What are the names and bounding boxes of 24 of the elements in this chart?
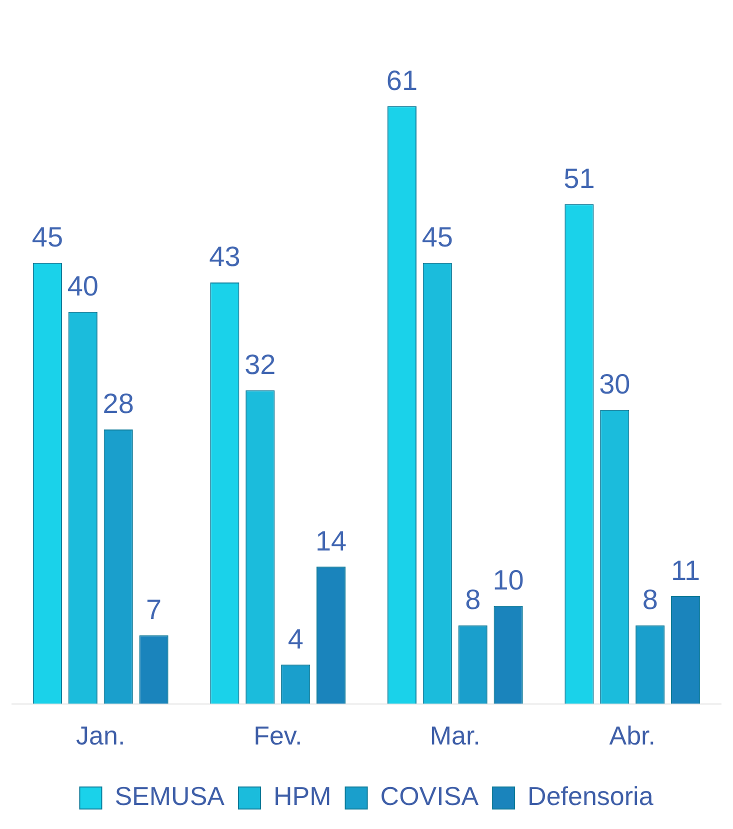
data-label: 7 xyxy=(146,594,162,625)
data-label: 51 xyxy=(564,162,595,194)
data-label: 43 xyxy=(209,241,240,272)
data-label: 10 xyxy=(492,564,524,596)
x-tick-label: Mar. xyxy=(430,720,480,751)
x-tick-label: Fev. xyxy=(254,720,302,751)
data-label: 4 xyxy=(288,623,304,654)
legend-label: SEMUSA xyxy=(114,781,226,812)
data-label: 30 xyxy=(599,368,630,400)
data-label: 11 xyxy=(671,554,700,586)
x-tick-label: Abr. xyxy=(609,720,656,751)
legend-label: Defensoria xyxy=(528,781,654,812)
data-label: 32 xyxy=(244,349,276,380)
data-label: 8 xyxy=(465,584,481,616)
data-label: 14 xyxy=(315,525,347,556)
data-label: 28 xyxy=(102,388,134,420)
data-label: 8 xyxy=(642,584,658,616)
x-tick-label: Jan. xyxy=(76,720,126,751)
legend-label: COVISA xyxy=(380,781,480,812)
data-label: 45 xyxy=(422,222,453,253)
data-label: 61 xyxy=(386,64,418,96)
legend-label: HPM xyxy=(274,781,332,812)
data-label: 40 xyxy=(67,270,98,302)
data-label: 45 xyxy=(32,222,64,253)
